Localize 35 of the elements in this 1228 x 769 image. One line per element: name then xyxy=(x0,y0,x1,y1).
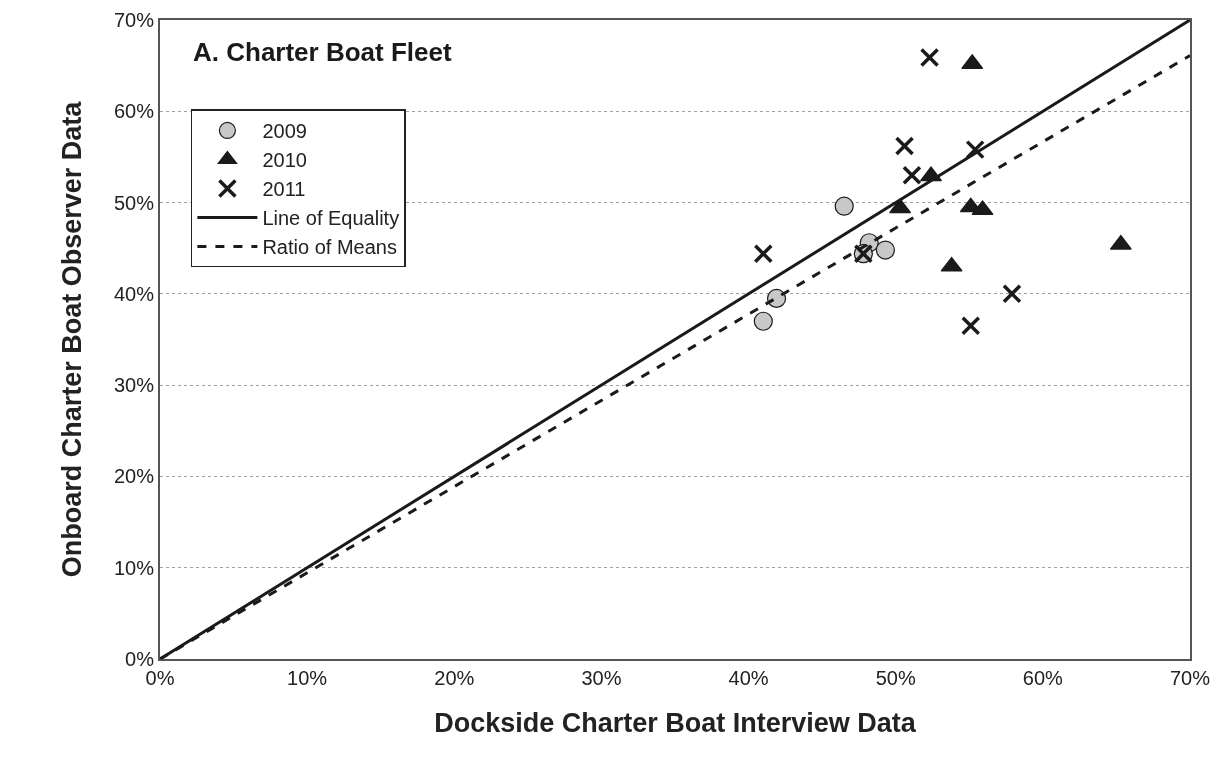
x-tick-label: 30% xyxy=(581,667,622,689)
x-tick-label: 20% xyxy=(434,667,475,689)
point xyxy=(894,136,915,156)
y-tick-label: 40% xyxy=(113,282,155,305)
point xyxy=(753,243,774,264)
annotation: A. Charter Boat Fleet xyxy=(193,37,452,67)
x-tick-label: 50% xyxy=(875,667,916,689)
x-axis-title: Dockside Charter Boat Interview Data xyxy=(434,707,917,738)
point xyxy=(753,311,773,331)
y-axis-title: Onboard Charter Boat Observer Data xyxy=(56,100,87,578)
y-tick-label: 70% xyxy=(113,9,155,31)
point xyxy=(766,288,787,309)
x-tick-label: 70% xyxy=(1169,667,1211,689)
y-tick-label: 50% xyxy=(113,191,155,214)
y-tick-label: 10% xyxy=(113,556,155,579)
point xyxy=(1002,284,1022,304)
point xyxy=(965,139,985,160)
legend-label: 2011 xyxy=(262,178,306,201)
point xyxy=(919,47,940,68)
legend-label: Line of Equality xyxy=(262,207,400,230)
y-tick-label: 20% xyxy=(113,465,155,488)
x-tick-label: 10% xyxy=(287,667,328,689)
y-tick-label: 0% xyxy=(125,648,155,670)
y-tick-label: 30% xyxy=(113,374,155,397)
x-tick-label: 40% xyxy=(728,667,769,689)
point xyxy=(834,196,854,216)
y-tick-label: 60% xyxy=(113,100,155,123)
point xyxy=(875,240,896,260)
point xyxy=(961,316,981,336)
legend-label: 2009 xyxy=(262,120,307,143)
legend-label: Ratio of Means xyxy=(262,236,397,259)
x-tick-label: 0% xyxy=(145,667,175,689)
x-tick-label: 60% xyxy=(1022,667,1064,689)
legend-label: 2010 xyxy=(262,149,307,172)
point xyxy=(902,165,922,185)
